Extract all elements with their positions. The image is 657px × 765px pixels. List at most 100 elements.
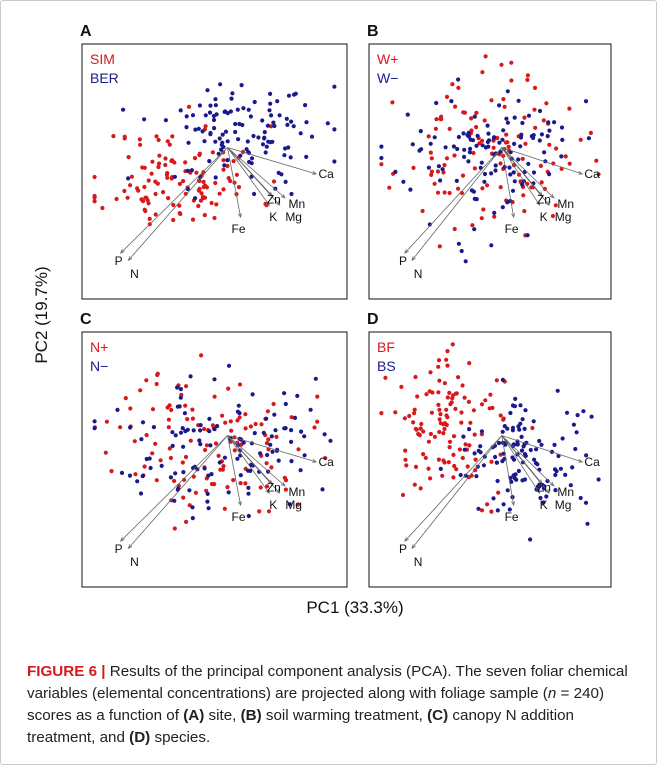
data-point [428,431,433,437]
data-point [418,426,423,431]
data-point [190,516,195,521]
data-point [138,142,143,147]
data-point [128,425,133,430]
data-point [482,171,488,177]
data-point [474,474,479,479]
data-point [568,483,573,488]
data-point [205,499,210,504]
loading-arrowhead [578,170,584,175]
data-point [578,495,583,501]
data-point [231,159,236,164]
loading-arrowhead [238,213,242,219]
data-point [133,472,138,477]
panel-label: C [80,311,92,328]
data-point [204,443,209,448]
data-point [438,412,443,417]
data-point [441,458,446,463]
data-point [434,100,439,106]
data-point [178,395,183,400]
data-point [457,447,462,452]
data-point [153,212,158,217]
legend-entry: N+ [90,339,108,355]
data-point [264,416,269,421]
data-point [537,438,542,444]
data-point [268,442,273,447]
data-point [485,502,490,507]
data-point [208,132,213,137]
data-point [181,444,186,449]
caption-text: = 240) scores as a function of [27,685,605,724]
loading-arrow-mg [501,435,550,494]
data-point [237,382,243,387]
data-point [142,207,147,212]
data-point [522,426,527,431]
data-point [441,170,446,175]
data-point [461,110,466,115]
data-point [209,472,214,477]
data-point [157,161,162,166]
data-point [246,513,251,519]
data-point [500,459,505,464]
data-point [436,457,441,462]
data-point [193,127,198,132]
data-point [500,429,505,434]
data-point [496,440,502,446]
data-point [428,476,433,481]
data-point [125,195,130,200]
data-point [332,84,337,89]
data-point [191,428,196,433]
data-point [412,482,417,487]
data-point [505,120,510,125]
data-point [289,439,294,444]
data-point [445,363,450,368]
data-point [446,460,451,465]
loading-arrowhead [404,249,409,254]
data-point [480,143,485,148]
data-point [399,384,404,389]
data-point [499,62,504,67]
data-point [332,127,337,132]
data-point [220,140,225,145]
data-point [498,161,503,166]
loading-label-mg: Mg [555,210,572,224]
data-point [128,406,133,411]
data-point [594,158,599,163]
data-point [269,113,274,118]
data-point [516,98,521,103]
legend-entry: SIM [90,51,115,67]
data-point [407,413,412,419]
data-point [312,425,317,430]
data-point [192,156,198,161]
data-point [440,473,445,478]
data-point [184,114,189,119]
data-point [206,473,211,478]
data-point [506,144,511,149]
data-point [194,170,199,175]
data-point [460,173,466,178]
data-point [282,391,287,396]
data-point [260,142,266,147]
data-point [212,482,217,487]
data-point [521,193,526,198]
data-point [486,144,491,149]
data-point [189,168,194,173]
data-point [411,420,416,425]
data-point [212,377,217,382]
data-point [438,421,443,426]
legend-entry: W+ [377,51,398,67]
data-point [190,505,195,510]
loading-arrow-fe [501,435,515,506]
data-point [213,139,218,144]
data-point [190,416,195,421]
data-point [299,429,304,434]
loading-label-mn: Mn [289,197,306,211]
data-point [138,491,144,496]
data-point [495,508,500,513]
data-point [119,470,125,475]
data-point [163,156,168,161]
data-point [92,174,97,180]
data-point [483,398,488,403]
data-point [432,135,437,140]
data-point [285,122,290,127]
data-point [241,440,246,445]
